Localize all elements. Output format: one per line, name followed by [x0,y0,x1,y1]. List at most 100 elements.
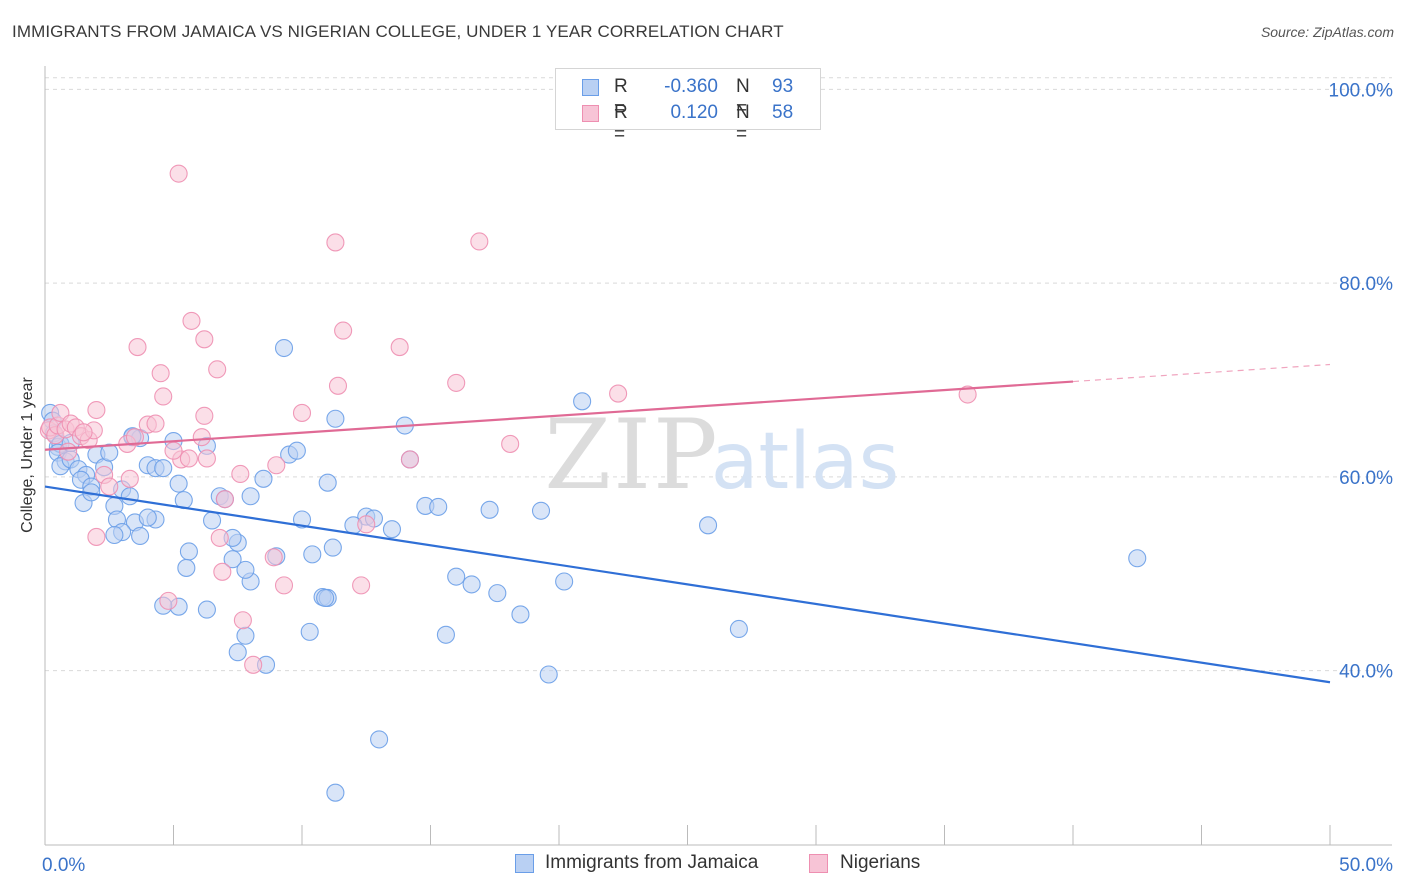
point-nigerians [958,385,977,404]
y-tick-label: 60.0% [1339,468,1393,489]
legend-swatch-jamaica [515,854,534,873]
point-jamaica [382,520,402,539]
point-nigerians [208,360,227,379]
legend-label-jamaica: Immigrants from Jamaica [545,852,759,873]
chart-title: IMMIGRANTS FROM JAMAICA VS NIGERIAN COLL… [12,22,784,41]
point-nigerians [292,403,312,422]
r-label: R = [614,76,628,119]
point-jamaica [197,600,216,619]
point-jamaica [241,487,260,506]
point-jamaica [223,550,242,569]
point-nigerians [400,450,419,469]
y-tick-label: 100.0% [1329,80,1394,101]
point-jamaica [447,567,466,586]
point-jamaica [326,783,345,802]
tick-labels: 40.0% 60.0% 80.0% 100.0% 0.0% 50.0% [42,80,1393,876]
point-jamaica [287,441,306,460]
stats-legend: R = -0.360 N = 93 R = 0.120 N = 58 [555,68,821,145]
point-nigerians [470,232,489,251]
point-jamaica [292,510,312,529]
point-jamaica [300,622,319,641]
point-jamaica [105,525,124,545]
point-nigerians [59,442,78,461]
point-nigerians [128,338,147,357]
r-value: 0.120 [670,102,718,123]
x-tick-label: 0.0% [42,855,85,876]
point-nigerians [233,611,252,630]
point-nigerians [501,434,520,453]
point-jamaica [573,392,592,411]
legend-swatch-nigerians [809,854,828,873]
point-nigerians [447,373,466,392]
point-jamaica [169,474,188,493]
point-nigerians [267,456,286,475]
legend-label-nigerians: Nigerians [840,852,921,873]
point-jamaica [179,542,198,561]
point-jamaica [236,626,255,645]
x-tick-label: 50.0% [1339,855,1393,876]
point-jamaica [274,338,294,358]
trend-line-jamaica [44,485,1331,684]
point-nigerians [195,330,214,349]
watermark: ZIP atlas [544,399,899,511]
point-jamaica [236,560,255,579]
point-jamaica [539,665,558,684]
y-tick-label: 40.0% [1339,662,1393,683]
n-label: N = [736,102,750,145]
axes [44,66,1392,846]
series-jamaica [41,338,1147,802]
point-nigerians [213,562,232,581]
point-jamaica [488,584,507,603]
jamaica-swatch [582,79,599,96]
r-label: R = [614,102,628,145]
point-nigerians [609,384,628,403]
point-nigerians [390,338,409,357]
point-jamaica [323,538,342,557]
point-nigerians [125,428,144,447]
point-nigerians [74,423,93,442]
point-jamaica [436,625,455,644]
point-nigerians [334,321,353,340]
point-jamaica [100,443,119,462]
point-jamaica [154,459,173,478]
series-nigerians [39,164,977,674]
point-nigerians [154,387,173,406]
point-jamaica [480,500,499,519]
point-nigerians [146,414,165,433]
n-label: N = [736,76,750,119]
point-nigerians [192,428,211,447]
source-label: Source: ZipAtlas.com [1260,24,1394,40]
point-jamaica [511,605,530,624]
point-nigerians [328,376,348,395]
point-jamaica [120,487,139,506]
point-jamaica [254,469,273,488]
r-value: -0.360 [664,76,718,97]
n-value: 93 [772,76,794,97]
trend-line-nigerians-extension [1072,363,1331,383]
point-nigerians [164,441,183,460]
point-nigerians [357,515,376,534]
point-nigerians [87,527,106,546]
point-nigerians [100,477,119,496]
trend-line-nigerians [44,380,1074,451]
watermark-atlas: atlas [711,417,900,507]
nigerians-swatch [582,105,599,122]
point-nigerians [179,449,198,468]
point-jamaica [138,508,157,527]
point-jamaica [531,501,551,520]
point-jamaica [462,575,481,594]
point-nigerians [210,528,229,547]
point-jamaica [729,619,748,639]
point-jamaica [303,545,322,564]
point-jamaica [370,730,389,749]
point-jamaica [131,526,150,546]
point-nigerians [151,364,170,383]
y-tick-label: 80.0% [1339,274,1393,295]
point-nigerians [195,406,214,425]
point-nigerians [231,464,250,484]
point-nigerians [197,449,216,468]
point-jamaica [203,511,222,530]
point-nigerians [264,548,283,567]
point-nigerians [182,311,201,330]
